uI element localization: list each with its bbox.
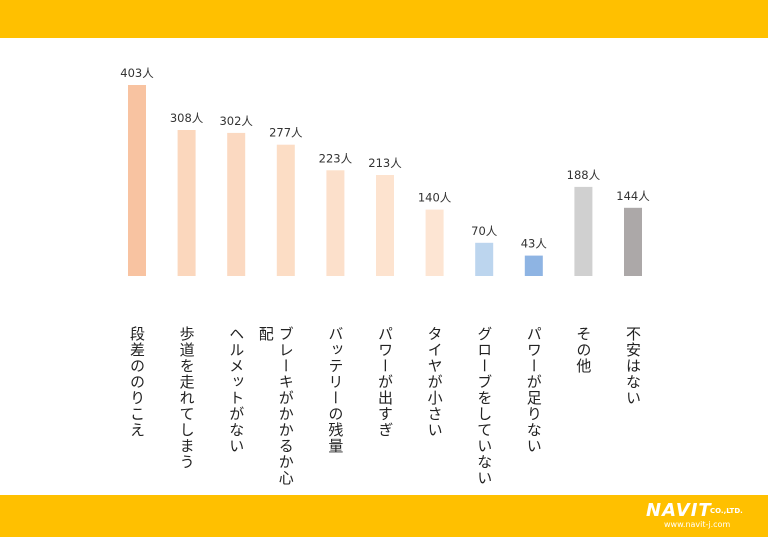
bottom-footer-band (0, 495, 768, 537)
bar-chart: 403人 308人 302人 277人 223人 213人 140人 70人 43人 188人 14… (0, 38, 768, 495)
bar-10 (624, 207, 642, 276)
bar-chart-svg: 403人 308人 302人 277人 223人 213人 140人 70人 43人 188人 14… (120, 66, 650, 276)
category-label-5: パワーが出すぎ (376, 326, 394, 438)
bar-6 (425, 209, 444, 276)
logo-url: www.navit-j.com (664, 520, 731, 529)
bar-1 (177, 130, 196, 276)
value-label-7: 70人 (471, 224, 498, 238)
value-label-3: 277人 (269, 126, 303, 140)
category-label-8: パワーが足りない (524, 326, 543, 454)
bar-2 (227, 132, 246, 276)
value-label-4: 223人 (319, 151, 353, 165)
logo-brand: NAVIT (646, 500, 712, 521)
value-label-5: 213人 (368, 156, 402, 170)
bar-3 (276, 144, 295, 276)
category-label-0: 段差ののりこえ (128, 326, 146, 438)
value-label-8: 43人 (521, 237, 548, 251)
category-label-1: 歩道を走れてしまう (177, 326, 196, 470)
bar-7 (475, 242, 494, 276)
value-label-1: 308人 (170, 111, 204, 125)
value-label-9: 188人 (567, 168, 601, 182)
value-label-6: 140人 (418, 191, 452, 205)
top-header-band (0, 0, 768, 38)
category-label-9: その他 (574, 326, 593, 374)
navit-logo: NAVIT CO.,LTD. www.navit-j.com (646, 500, 764, 532)
bar-0 (128, 85, 146, 276)
value-label-10: 144人 (616, 189, 650, 203)
value-label-2: 302人 (219, 114, 253, 128)
bar-8 (524, 255, 543, 276)
bar-5 (376, 175, 394, 276)
value-label-0: 403人 (120, 66, 154, 80)
logo-company: CO.,LTD. (710, 507, 743, 515)
category-label-10: 不安はない (624, 326, 642, 406)
category-label-3: ブレーキがかかるか心配 (256, 326, 295, 486)
category-label-4: バッテリーの残量 (326, 326, 345, 454)
bar-4 (326, 170, 345, 276)
category-label-6: タイヤが小さい (425, 326, 444, 438)
category-label-7: グローブをしていない (475, 326, 494, 486)
category-label-2: ヘルメットがない (227, 326, 246, 454)
bar-9 (574, 186, 593, 276)
